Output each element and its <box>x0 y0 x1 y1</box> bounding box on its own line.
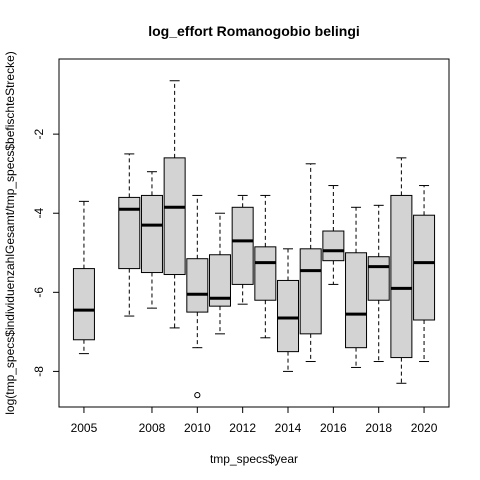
box-iqr <box>186 258 209 313</box>
box-2009 <box>163 80 186 329</box>
x-tick-label: 2005 <box>71 421 98 435</box>
y-axis: -8 -6 -4 -2 <box>32 128 60 377</box>
x-tick-label: 2020 <box>411 421 438 435</box>
box-2011 <box>208 212 231 335</box>
box-iqr <box>345 252 368 349</box>
box-iqr <box>277 279 300 353</box>
box-iqr <box>163 157 186 276</box>
x-tick-label: 2008 <box>139 421 166 435</box>
box-iqr <box>118 196 141 270</box>
y-axis-label: log(tmp_specs$individuenzahlGesamt/tmp_s… <box>3 51 17 415</box>
box-iqr <box>254 246 277 301</box>
box-2014 <box>277 248 300 372</box>
x-tick-label: 2010 <box>184 421 211 435</box>
y-tick-label: -8 <box>32 366 46 377</box>
x-axis-label: tmp_specs$year <box>210 452 298 466</box>
box-2020 <box>413 185 436 363</box>
box-2016 <box>322 185 345 285</box>
x-tick-label: 2016 <box>320 421 347 435</box>
box-2008 <box>140 171 163 309</box>
box-2017 <box>345 206 368 368</box>
outlier-point <box>194 392 201 399</box>
box-2015 <box>299 163 322 363</box>
boxes-group <box>72 80 436 399</box>
box-iqr <box>72 268 95 341</box>
box-2019 <box>390 157 413 384</box>
box-2018 <box>367 204 390 363</box>
box-2013 <box>254 194 277 339</box>
y-tick-label: -2 <box>32 128 46 139</box>
y-tick-label: -6 <box>32 287 46 298</box>
box-2007 <box>118 153 141 317</box>
x-tick-label: 2012 <box>229 421 256 435</box>
box-iqr <box>367 256 390 301</box>
chart-title: log_effort Romanogobio belingi <box>148 23 360 39</box>
box-2005 <box>72 200 95 355</box>
box-iqr <box>299 248 322 335</box>
box-iqr <box>390 194 413 359</box>
box-iqr <box>322 230 345 262</box>
box-iqr <box>140 194 163 274</box>
x-tick-label: 2014 <box>275 421 302 435</box>
y-tick-label: -4 <box>32 208 46 219</box>
x-axis: 2005 2008 2010 2012 2014 2016 2018 2020 <box>71 406 438 435</box>
box-iqr <box>413 214 436 321</box>
box-2010 <box>186 194 209 399</box>
x-tick-label: 2018 <box>365 421 392 435</box>
box-iqr <box>208 254 231 307</box>
box-2012 <box>231 194 254 305</box>
box-iqr <box>231 206 254 285</box>
